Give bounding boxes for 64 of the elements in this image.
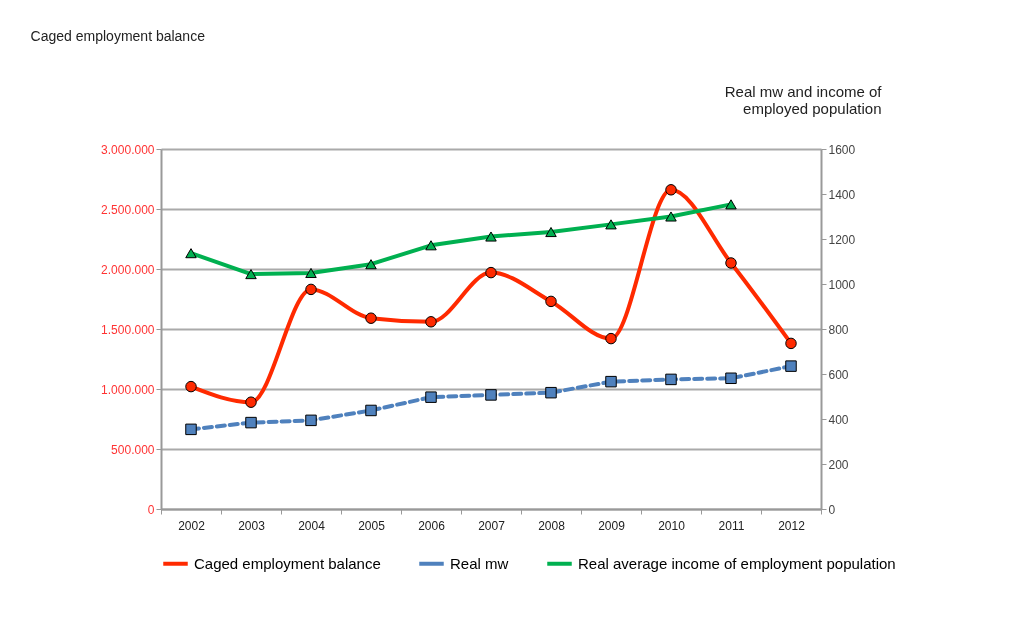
x-tick-label: 2012 — [778, 518, 806, 533]
point — [305, 267, 317, 279]
legend-label: Real mw — [450, 554, 509, 572]
point — [605, 375, 617, 388]
x-tick-label: 2009 — [598, 518, 626, 533]
legend-label: Caged employment balance — [194, 554, 381, 572]
point — [665, 373, 677, 386]
y2-tick-label: 1400 — [828, 187, 856, 202]
y-tick-label: 2.000.000 — [101, 262, 155, 277]
y2-tick-label: 400 — [828, 412, 849, 427]
point — [545, 295, 557, 308]
y-tick-label: 500.000 — [111, 442, 155, 457]
point — [725, 372, 737, 385]
point — [785, 360, 797, 372]
x-tick-label: 2006 — [418, 518, 446, 533]
y2-tick-label: 0 — [828, 502, 836, 517]
point — [305, 283, 317, 296]
point — [605, 332, 617, 345]
y2-tick-label: 800 — [828, 322, 849, 337]
y-tick-label: 2.500.000 — [101, 202, 155, 217]
y2-tick-label: 1200 — [828, 232, 856, 247]
point — [245, 396, 257, 408]
point — [185, 380, 197, 393]
point — [545, 226, 557, 238]
y2-axis-title: Real mw and income of employed population — [724, 82, 883, 117]
x-tick-label: 2008 — [538, 518, 566, 533]
y2-tick-label: 1600 — [828, 142, 856, 157]
point — [305, 414, 317, 427]
y-tick-label: 1.500.000 — [101, 322, 155, 337]
point — [725, 257, 737, 269]
text: Caged employment balance — [30, 28, 206, 44]
y2-tick-label: 200 — [828, 457, 849, 472]
x-tick-label: 2010 — [658, 518, 686, 533]
point — [605, 219, 617, 230]
y-tick-label: 3.000.000 — [101, 142, 155, 157]
x-tick-label: 2003 — [238, 518, 266, 533]
x-tick-label: 2007 — [478, 518, 506, 533]
point — [425, 391, 437, 403]
y2-tick-label: 1000 — [828, 277, 856, 292]
legend-label: Real average income of employment population — [578, 554, 896, 572]
point — [725, 199, 737, 210]
point — [245, 416, 257, 429]
x-tick-label: 2005 — [358, 518, 386, 533]
point — [485, 231, 497, 242]
point — [365, 312, 377, 324]
y2-tick-label: 600 — [828, 367, 849, 382]
point — [485, 389, 497, 401]
y-tick-label: 1.000.000 — [101, 382, 155, 397]
point — [185, 423, 197, 436]
point — [785, 337, 797, 350]
point — [185, 248, 197, 259]
point — [665, 184, 677, 196]
point — [425, 316, 437, 328]
x-tick-label: 2004 — [298, 518, 326, 533]
x-tick-label: 2011 — [718, 518, 745, 533]
point — [545, 386, 557, 399]
point — [245, 269, 257, 280]
point — [665, 211, 677, 222]
point — [485, 266, 497, 279]
point — [365, 259, 377, 270]
x-tick-label: 2002 — [178, 518, 206, 533]
point — [365, 404, 377, 417]
point — [425, 240, 437, 251]
y-tick-label: 0 — [147, 502, 155, 517]
